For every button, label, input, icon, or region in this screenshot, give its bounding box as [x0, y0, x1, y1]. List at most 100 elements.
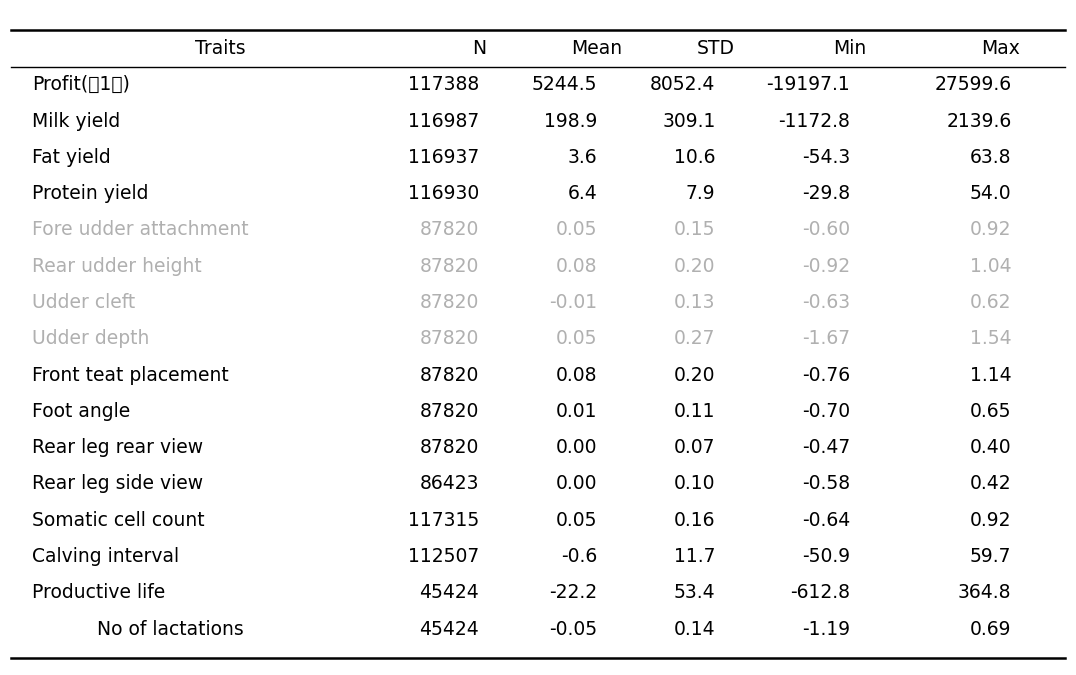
- Text: 87820: 87820: [420, 438, 479, 457]
- Text: 53.4: 53.4: [674, 583, 716, 602]
- Text: -0.60: -0.60: [802, 221, 850, 240]
- Text: 0.20: 0.20: [674, 256, 716, 275]
- Text: 1.14: 1.14: [969, 366, 1011, 385]
- Text: 0.20: 0.20: [674, 366, 716, 385]
- Text: Rear leg side view: Rear leg side view: [32, 475, 203, 493]
- Text: -19197.1: -19197.1: [766, 76, 850, 95]
- Text: Fore udder attachment: Fore udder attachment: [32, 221, 249, 240]
- Text: 0.27: 0.27: [674, 329, 716, 348]
- Text: 0.16: 0.16: [674, 511, 716, 530]
- Text: Calving interval: Calving interval: [32, 547, 180, 566]
- Text: 87820: 87820: [420, 221, 479, 240]
- Text: 0.07: 0.07: [674, 438, 716, 457]
- Text: 0.00: 0.00: [555, 438, 597, 457]
- Text: 117315: 117315: [408, 511, 479, 530]
- Text: 10.6: 10.6: [674, 148, 716, 167]
- Text: 0.05: 0.05: [555, 329, 597, 348]
- Text: Udder depth: Udder depth: [32, 329, 150, 348]
- Text: No of lactations: No of lactations: [97, 620, 243, 639]
- Text: 87820: 87820: [420, 256, 479, 275]
- Text: Rear leg rear view: Rear leg rear view: [32, 438, 203, 457]
- Text: 86423: 86423: [420, 475, 479, 493]
- Text: 87820: 87820: [420, 329, 479, 348]
- Text: 27599.6: 27599.6: [934, 76, 1011, 95]
- Text: -0.92: -0.92: [802, 256, 850, 275]
- Text: 116987: 116987: [408, 111, 479, 130]
- Text: 0.69: 0.69: [969, 620, 1011, 639]
- Text: 11.7: 11.7: [674, 547, 716, 566]
- Text: 0.05: 0.05: [555, 221, 597, 240]
- Text: 0.13: 0.13: [674, 293, 716, 312]
- Text: Milk yield: Milk yield: [32, 111, 121, 130]
- Text: -0.05: -0.05: [549, 620, 597, 639]
- Text: -0.64: -0.64: [802, 511, 850, 530]
- Text: 63.8: 63.8: [969, 148, 1011, 167]
- Text: 0.62: 0.62: [969, 293, 1011, 312]
- Text: 198.9: 198.9: [543, 111, 597, 130]
- Text: -0.76: -0.76: [802, 366, 850, 385]
- Text: 59.7: 59.7: [969, 547, 1011, 566]
- Text: 87820: 87820: [420, 402, 479, 421]
- Text: 2139.6: 2139.6: [946, 111, 1011, 130]
- Text: 0.92: 0.92: [969, 221, 1011, 240]
- Text: 0.15: 0.15: [674, 221, 716, 240]
- Text: 116930: 116930: [408, 184, 479, 203]
- Text: Rear udder height: Rear udder height: [32, 256, 202, 275]
- Text: Somatic cell count: Somatic cell count: [32, 511, 204, 530]
- Text: 0.14: 0.14: [674, 620, 716, 639]
- Text: Min: Min: [834, 39, 866, 58]
- Text: N: N: [471, 39, 486, 58]
- Text: -1.67: -1.67: [802, 329, 850, 348]
- Text: -1.19: -1.19: [802, 620, 850, 639]
- Text: 1.54: 1.54: [969, 329, 1011, 348]
- Text: 0.65: 0.65: [969, 402, 1011, 421]
- Text: 364.8: 364.8: [958, 583, 1011, 602]
- Text: 8052.4: 8052.4: [650, 76, 716, 95]
- Text: 0.01: 0.01: [555, 402, 597, 421]
- Text: Protein yield: Protein yield: [32, 184, 148, 203]
- Text: 87820: 87820: [420, 293, 479, 312]
- Text: 309.1: 309.1: [662, 111, 716, 130]
- Text: Udder cleft: Udder cleft: [32, 293, 136, 312]
- Text: 0.08: 0.08: [555, 256, 597, 275]
- Text: -29.8: -29.8: [802, 184, 850, 203]
- Text: Foot angle: Foot angle: [32, 402, 130, 421]
- Text: Profit(쉨1원): Profit(쉨1원): [32, 76, 130, 95]
- Text: 112507: 112507: [408, 547, 479, 566]
- Text: 6.4: 6.4: [567, 184, 597, 203]
- Text: 0.08: 0.08: [555, 366, 597, 385]
- Text: 7.9: 7.9: [685, 184, 716, 203]
- Text: 0.05: 0.05: [555, 511, 597, 530]
- Text: 87820: 87820: [420, 366, 479, 385]
- Text: Front teat placement: Front teat placement: [32, 366, 229, 385]
- Text: Traits: Traits: [195, 39, 246, 58]
- Text: -0.63: -0.63: [802, 293, 850, 312]
- Text: -0.47: -0.47: [802, 438, 850, 457]
- Text: -1172.8: -1172.8: [778, 111, 850, 130]
- Text: 1.04: 1.04: [969, 256, 1011, 275]
- Text: Productive life: Productive life: [32, 583, 166, 602]
- Text: 116937: 116937: [408, 148, 479, 167]
- Text: -0.01: -0.01: [549, 293, 597, 312]
- Text: 0.42: 0.42: [969, 475, 1011, 493]
- Text: Mean: Mean: [571, 39, 623, 58]
- Text: 0.00: 0.00: [555, 475, 597, 493]
- Text: -0.70: -0.70: [802, 402, 850, 421]
- Text: -50.9: -50.9: [802, 547, 850, 566]
- Text: -54.3: -54.3: [802, 148, 850, 167]
- Text: 45424: 45424: [419, 620, 479, 639]
- Text: 117388: 117388: [408, 76, 479, 95]
- Text: 3.6: 3.6: [567, 148, 597, 167]
- Text: 0.11: 0.11: [674, 402, 716, 421]
- Text: 0.10: 0.10: [674, 475, 716, 493]
- Text: -22.2: -22.2: [549, 583, 597, 602]
- Text: -612.8: -612.8: [790, 583, 850, 602]
- Text: STD: STD: [696, 39, 735, 58]
- Text: 54.0: 54.0: [969, 184, 1011, 203]
- Text: Fat yield: Fat yield: [32, 148, 111, 167]
- Text: 5244.5: 5244.5: [532, 76, 597, 95]
- Text: 45424: 45424: [419, 583, 479, 602]
- Text: Max: Max: [981, 39, 1020, 58]
- Text: 0.40: 0.40: [969, 438, 1011, 457]
- Text: -0.58: -0.58: [802, 475, 850, 493]
